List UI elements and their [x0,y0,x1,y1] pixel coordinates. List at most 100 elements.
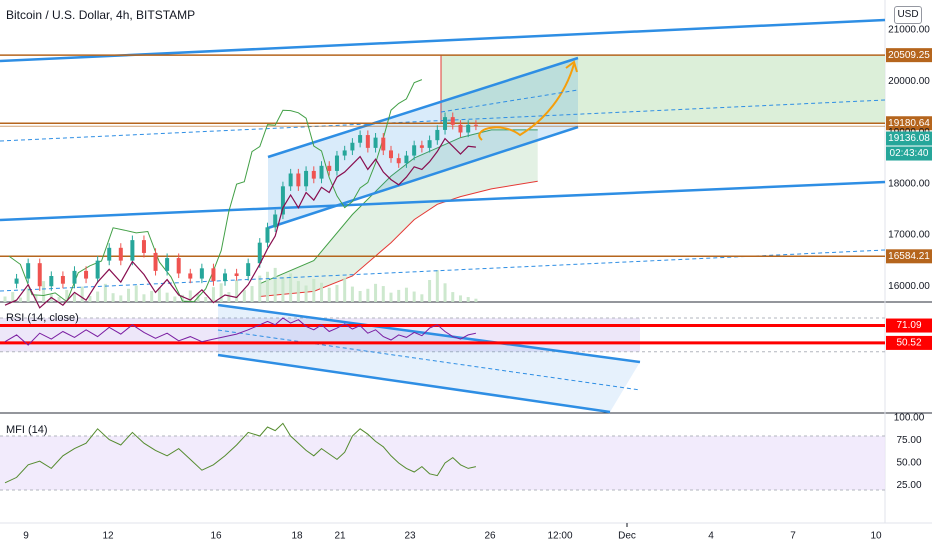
candle-body [358,135,363,143]
level-label-0: 20509.25 [888,50,930,61]
long-trendline-top [0,18,886,63]
candle-body [450,117,455,125]
price-tick-1: 20000.00 [888,76,930,87]
candle-body [95,260,100,279]
candle-body [412,145,417,156]
rising-channel-top [267,56,579,159]
candle-body [234,273,239,276]
candle-body [342,150,347,156]
time-tick-1: 12 [102,531,114,542]
mfi-tick-2: 50.00 [896,458,921,469]
volume-bar [188,290,192,302]
current-price-tag [886,131,932,146]
volume-bar [265,271,269,302]
volume-bar [381,286,385,302]
candle-body [288,173,293,187]
candle-body [107,247,112,261]
volume-bar [358,291,362,302]
time-tick-4: 21 [334,531,346,542]
candle-body [473,124,478,126]
volume-bar [34,295,38,302]
volume-bar [165,292,169,302]
volume-bar [389,292,393,302]
candle-body [257,242,262,264]
time-tick-6: 26 [484,531,496,542]
volume-bar [366,288,370,302]
volume-bar [420,294,424,302]
candle-body [350,142,355,151]
candle-body [84,270,89,279]
rsi-band [0,318,640,352]
rsi-pane-label: RSI (14, close) [6,312,79,324]
time-tick-7: 12:00 [547,531,572,542]
volume-bar [227,292,231,302]
candle-body [427,140,432,148]
volume-bar [18,297,22,302]
rsi-level-tag-0 [886,318,932,333]
price-tick-5: 16000.00 [888,281,930,292]
candle-body [327,165,332,171]
volume-bar [103,283,107,302]
volume-bar [304,285,308,302]
price-tick-4: 17000.00 [888,230,930,241]
time-tick-2: 16 [210,531,222,542]
level-tag-1 [886,116,932,131]
candle-body [153,252,158,271]
candle-body [435,129,440,141]
dashed-trendline-upper [0,99,886,142]
mfi-tick-1: 75.00 [896,435,921,446]
rsi-line [4,317,477,346]
current-price-label: 19136.08 [888,133,930,144]
channel-midline [440,89,579,113]
candle-body [396,158,401,164]
candle-body [199,268,204,279]
mfi-tick-3: 25.00 [896,480,921,491]
candle-body [458,124,463,133]
volume-bar [11,292,15,302]
chart-title: Bitcoin / U.S. Dollar, 4h, BITSTAMP [6,8,196,22]
volume-bar [150,291,154,302]
ichimoku-cloud [259,129,538,297]
volume-bar [350,286,354,302]
level-tag-0 [886,48,932,63]
volume-bar [42,281,46,302]
volume-bar [134,285,138,302]
volume-bar [428,280,432,302]
volume-bar [211,287,215,302]
volume-bar [111,293,115,302]
rsi-level-label-0: 71.09 [896,320,921,331]
level-tag-2 [886,249,932,264]
mfi-line [4,422,477,484]
candle-body [365,135,370,148]
projection-arrowhead [565,60,578,73]
volume-bar [289,273,293,302]
volume-bar [258,275,262,302]
candle-body [165,258,170,271]
candle-body [334,155,339,171]
volume-bar [320,282,324,302]
rsi-channel-fill [218,305,640,412]
candle-body [72,270,77,284]
rsi-channel-mid [217,329,641,391]
volume-bar [80,286,84,302]
candle-body [118,247,123,261]
volume-bar [335,284,339,302]
candle-body [14,278,19,284]
volume-bar [127,288,131,302]
volume-bar [374,283,378,302]
currency-button[interactable]: USD [894,6,922,24]
mfi-band [0,436,885,490]
level-label-1: 19180.64 [888,118,930,129]
volume-bar [404,287,408,302]
candle-body [419,145,424,148]
volume-bar [65,289,69,302]
time-tick-0: 9 [23,531,29,542]
candle-body [211,268,216,282]
candle-body [296,173,301,187]
candle-body [60,276,65,284]
base-line [4,137,476,309]
volume-bar [157,287,161,302]
candle-body [141,240,146,253]
candle-body [265,227,270,243]
